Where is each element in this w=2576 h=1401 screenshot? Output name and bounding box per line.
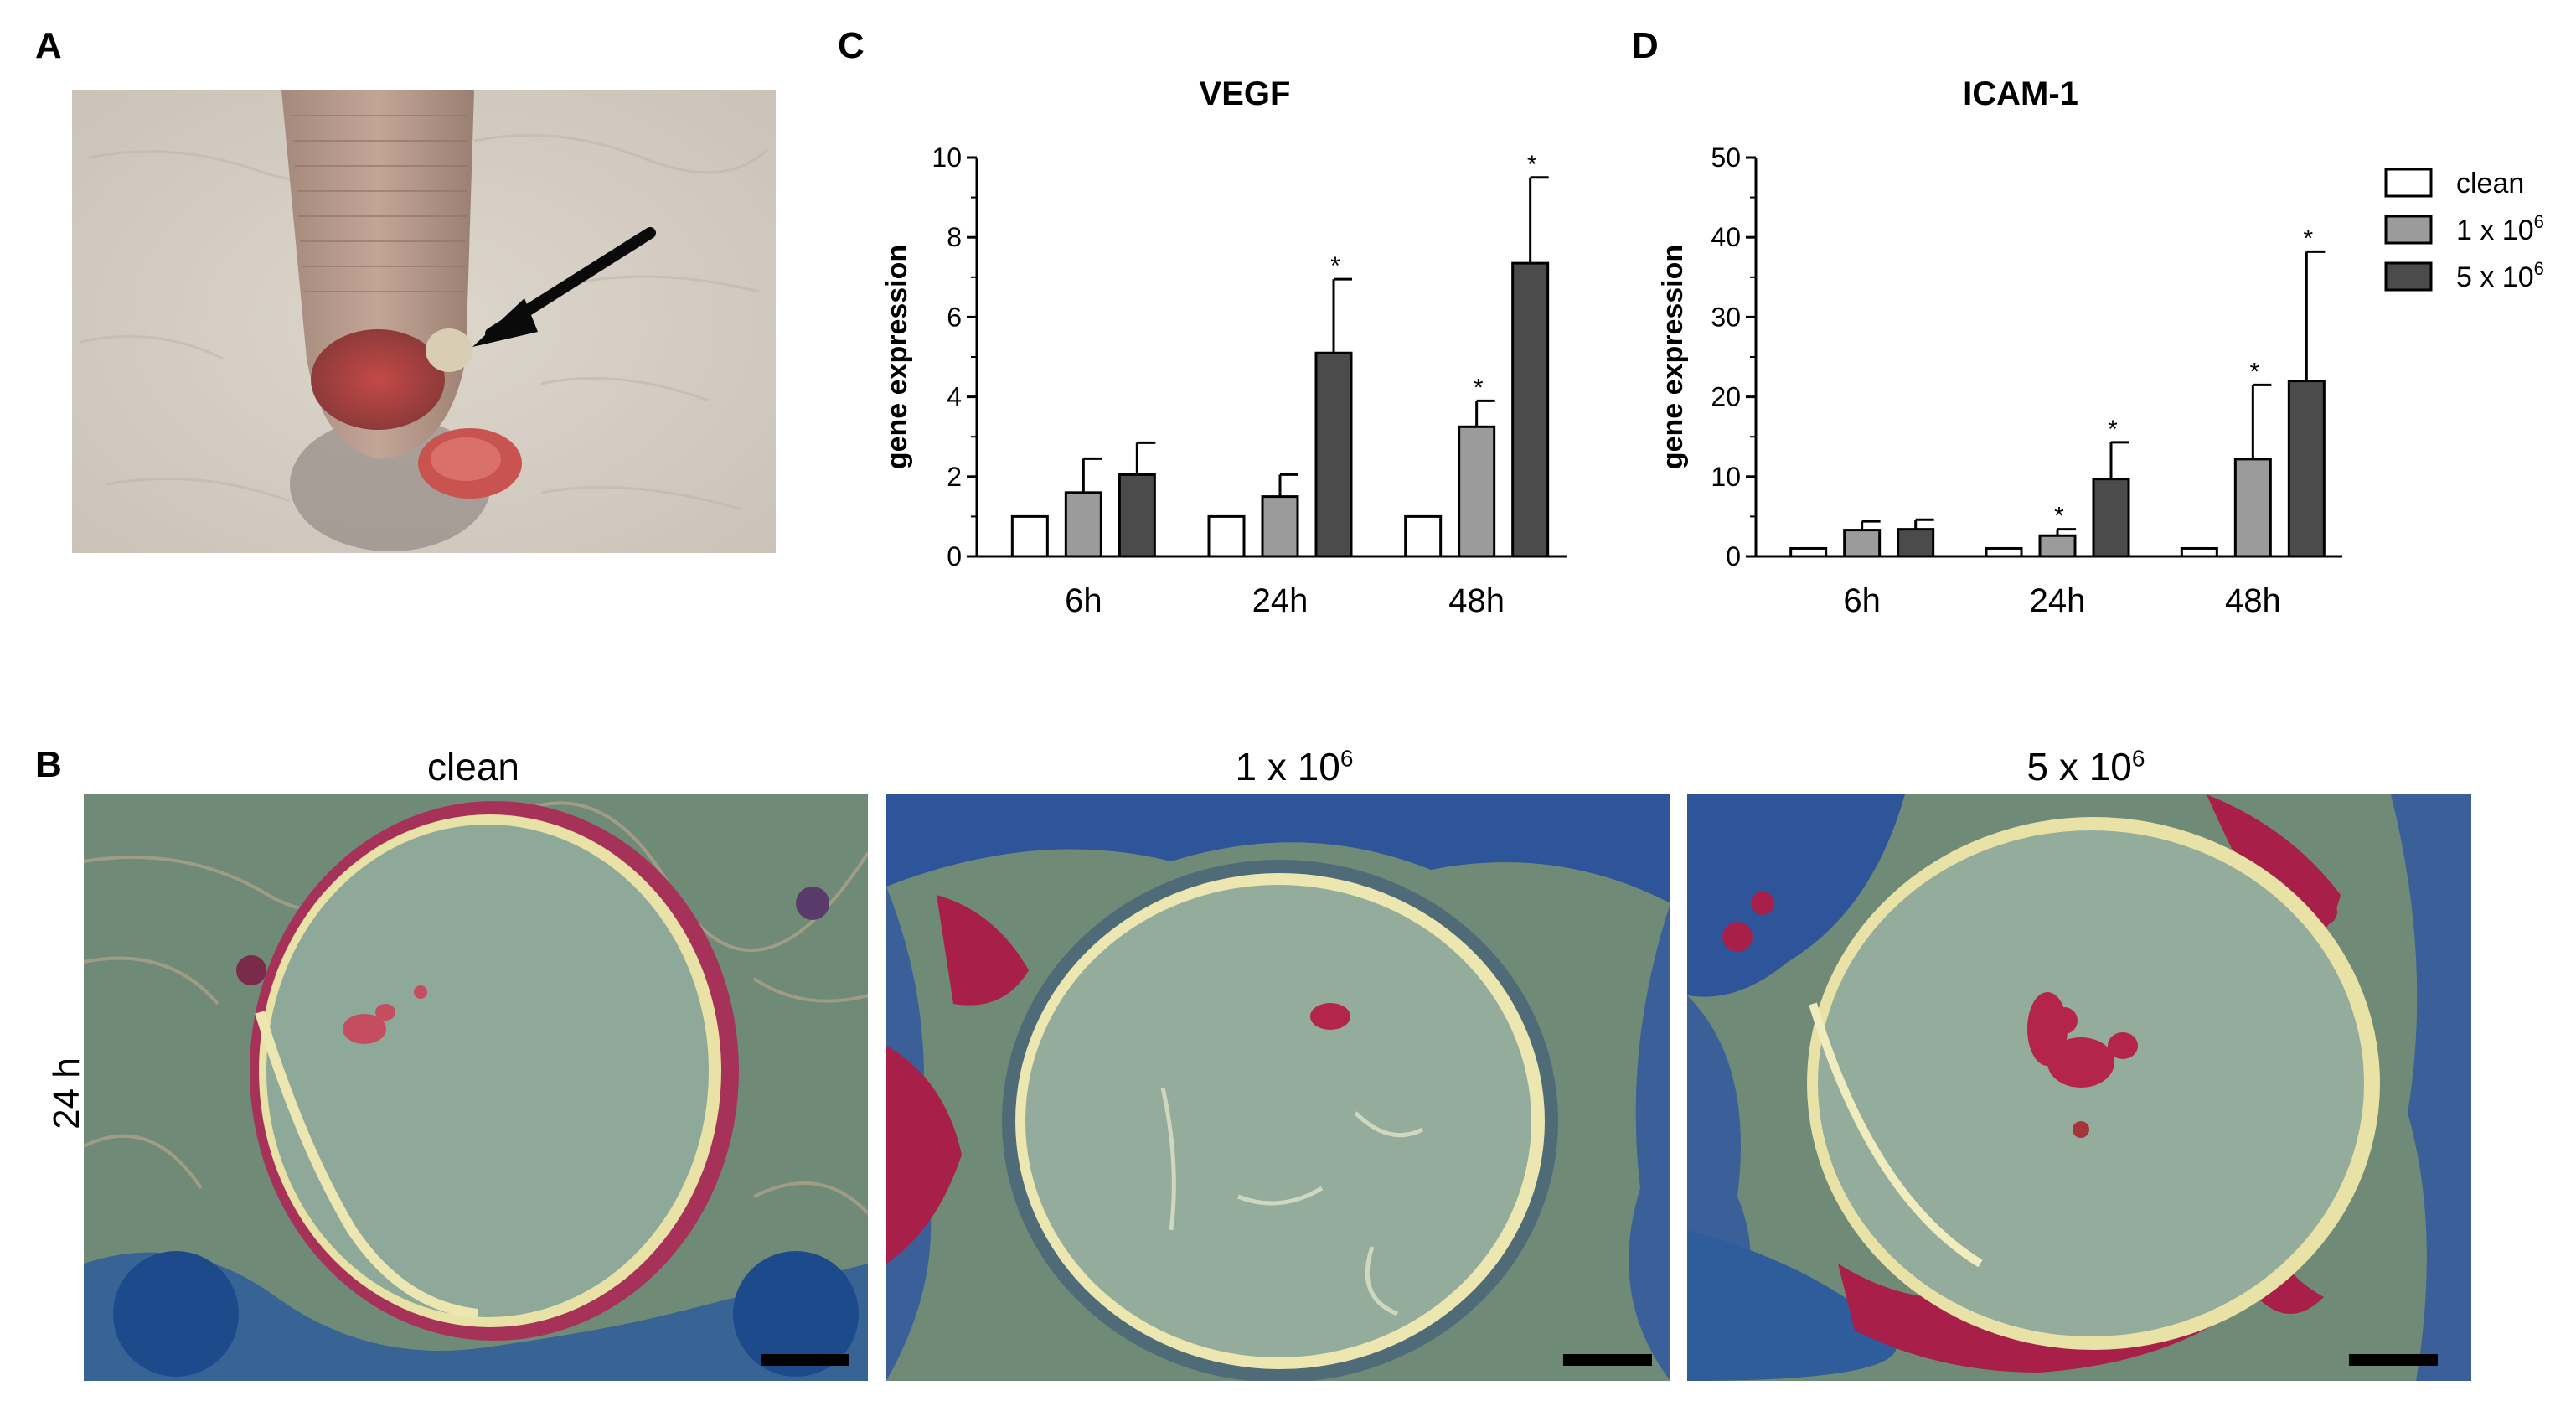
bar-0-2-2 [1511, 261, 1550, 558]
x-tick-label-0-0: 6h [1065, 582, 1102, 619]
x-tick-label-1-2: 48h [2225, 582, 2281, 619]
micro-title-5e6: 5 x 106 [2026, 745, 2145, 788]
micrograph-1e6 [886, 794, 1670, 1381]
y-tick-label-0-3: 6 [947, 302, 962, 332]
y-tick-label-0-2: 4 [947, 382, 962, 412]
sig-marker-1-2-1: * [2108, 416, 2118, 443]
x-tick-label-1-1: 24h [2030, 582, 2086, 619]
bar-1-0-1 [1985, 546, 2023, 558]
sig-marker-1-2-2: * [2303, 225, 2313, 252]
micro-title-1e6: 1 x 106 [1235, 745, 1354, 788]
legend-label-2: 5 x 106 [2456, 258, 2544, 293]
bar-1-1-0 [1843, 529, 1882, 558]
bar-0-1-2 [1458, 425, 1496, 558]
y-tick-label-1-2: 20 [1711, 382, 1741, 412]
chart-title-0: VEGF [1200, 75, 1291, 112]
y-tick-label-1-0: 0 [1726, 541, 1741, 571]
y-axis-label-1: gene expression [1657, 245, 1689, 469]
y-tick-label-0-0: 0 [947, 541, 962, 571]
bar-1-1-2 [2233, 458, 2272, 558]
panel-letter-a: A [35, 25, 62, 66]
legend-swatch-1 [2384, 215, 2433, 245]
sig-marker-0-2-2: * [1527, 151, 1537, 178]
bar-0-0-1 [1207, 514, 1246, 558]
bar-1-0-0 [1789, 546, 1828, 558]
y-tick-label-1-5: 50 [1711, 142, 1741, 173]
bar-0-1-1 [1261, 495, 1299, 558]
bar-0-2-1 [1314, 351, 1353, 558]
chart-title-1: ICAM-1 [1963, 75, 2078, 112]
bar-0-0-0 [1010, 514, 1049, 558]
row-label-24h: 24 h [46, 1057, 87, 1130]
bar-1-0-2 [2180, 546, 2218, 558]
panel-letter-d: D [1632, 25, 1659, 66]
bar-0-0-2 [1404, 514, 1443, 558]
legend-swatch-2 [2384, 261, 2433, 292]
panel-letter-b: B [35, 744, 62, 785]
y-tick-label-1-3: 30 [1711, 302, 1741, 332]
bar-0-1-0 [1064, 491, 1102, 558]
sig-marker-1-1-2: * [2249, 358, 2259, 385]
x-tick-label-1-0: 6h [1843, 582, 1881, 619]
x-tick-label-0-1: 24h [1252, 582, 1309, 619]
micro-title-clean: clean [427, 745, 519, 788]
y-axis-label-0: gene expression [881, 245, 913, 469]
sig-marker-1-1-1: * [2054, 503, 2064, 530]
legend-label-0: clean [2456, 168, 2524, 199]
micrograph-5e6 [1687, 794, 2471, 1381]
y-tick-label-1-1: 10 [1711, 462, 1741, 492]
bar-1-2-2 [2287, 380, 2326, 558]
legend-swatch-0 [2384, 168, 2433, 198]
bar-1-2-1 [2092, 478, 2130, 558]
y-tick-label-1-4: 40 [1711, 222, 1741, 252]
bar-0-2-0 [1118, 473, 1156, 558]
y-tick-label-0-4: 8 [947, 222, 962, 252]
micrograph-clean [84, 794, 868, 1381]
x-tick-label-0-2: 48h [1448, 582, 1505, 619]
charts-canvas: VEGF gene expression 0 2 4 6 8 10 6h 24h * 48h * * ICA… [881, 75, 2544, 619]
sig-marker-0-1-2: * [1474, 374, 1484, 401]
bar-1-1-1 [2038, 534, 2077, 558]
bar-1-2-0 [1897, 528, 1935, 558]
sig-marker-0-2-1: * [1330, 252, 1340, 280]
panel-letter-c: C [838, 25, 865, 66]
y-tick-label-0-5: 10 [932, 142, 962, 173]
legend-label-1: 1 x 106 [2456, 211, 2544, 246]
tail-photo [72, 90, 776, 553]
y-tick-label-0-1: 2 [947, 462, 962, 492]
